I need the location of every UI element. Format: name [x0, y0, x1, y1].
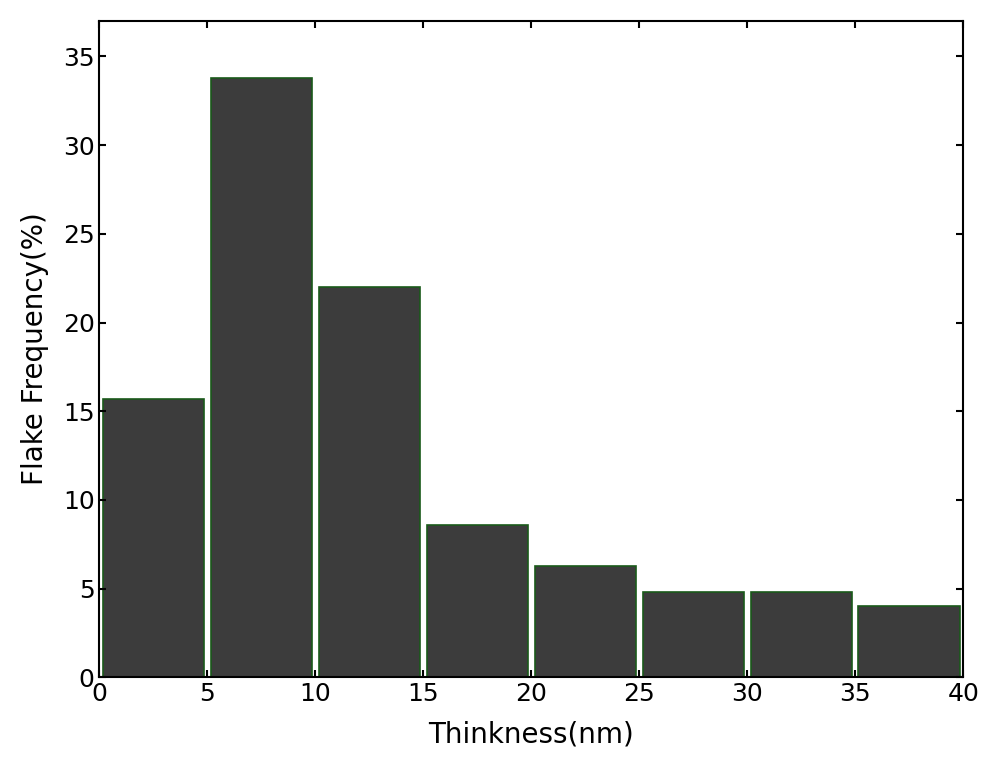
Bar — [751, 592, 852, 677]
Bar — [858, 607, 960, 677]
X-axis label: Thinkness(nm): Thinkness(nm) — [428, 720, 634, 748]
Bar — [211, 78, 312, 677]
Bar — [103, 399, 204, 677]
Bar — [427, 524, 528, 677]
Y-axis label: Flake Frequency(%): Flake Frequency(%) — [21, 213, 49, 485]
Bar — [319, 287, 420, 677]
Bar — [535, 566, 636, 677]
Bar — [643, 592, 744, 677]
